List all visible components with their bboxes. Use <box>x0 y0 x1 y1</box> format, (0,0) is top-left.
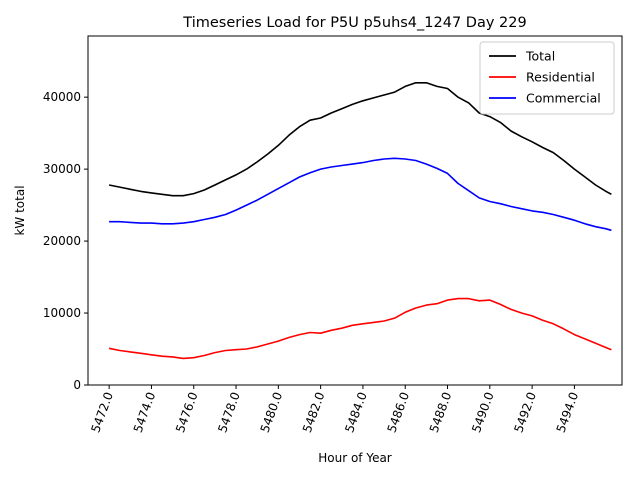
x-axis-label: Hour of Year <box>318 451 392 465</box>
series-line-commercial <box>109 157 612 232</box>
plot-area <box>87 35 623 386</box>
plot-frame <box>87 35 623 386</box>
y-tick-label: 0 <box>73 378 81 392</box>
legend: Total Residential Commercial <box>479 41 615 115</box>
y-axis-label: kW total <box>13 185 27 235</box>
y-tick-label: 10000 <box>43 306 81 320</box>
series-line-residential <box>108 297 612 360</box>
chart-title: Timeseries Load for P5U p5uhs4_1247 Day … <box>182 15 526 31</box>
y-axis: 0 10000 20000 30000 40000 <box>43 90 88 392</box>
legend-label-commercial: Commercial <box>526 91 601 106</box>
legend-label-total: Total <box>525 49 555 64</box>
legend-label-residential: Residential <box>526 70 595 85</box>
series-lines <box>108 82 612 360</box>
series-line-total <box>108 82 612 197</box>
y-tick-label: 20000 <box>43 234 81 248</box>
y-tick-label: 30000 <box>43 162 81 176</box>
legend-box <box>479 41 615 115</box>
y-tick-label: 40000 <box>43 90 81 104</box>
